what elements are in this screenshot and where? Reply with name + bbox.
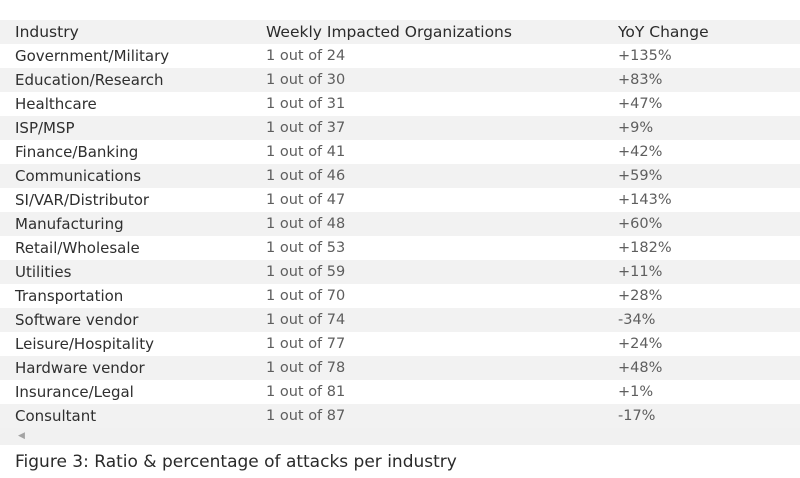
industry-cell: Government/Military <box>0 44 266 68</box>
header-row: Industry Weekly Impacted Organizations Y… <box>0 20 800 44</box>
industry-cell: Communications <box>0 164 266 188</box>
table-row: Utilities 1 out of 59 +11% <box>0 260 800 284</box>
industry-cell: Manufacturing <box>0 212 266 236</box>
yoy-change-cell: +83% <box>618 68 800 92</box>
weekly-impacted-cell: 1 out of 77 <box>266 332 618 356</box>
scroll-left-arrow-icon[interactable]: ◀ <box>18 431 25 441</box>
weekly-impacted-cell: 1 out of 81 <box>266 380 618 404</box>
table-row: Leisure/Hospitality 1 out of 77 +24% <box>0 332 800 356</box>
industry-cell: Insurance/Legal <box>0 380 266 404</box>
yoy-change-cell: +48% <box>618 356 800 380</box>
yoy-change-cell: +1% <box>618 380 800 404</box>
table-row: Communications 1 out of 46 +59% <box>0 164 800 188</box>
yoy-change-cell: +143% <box>618 188 800 212</box>
yoy-change-cell: -17% <box>618 404 800 428</box>
weekly-impacted-cell: 1 out of 70 <box>266 284 618 308</box>
industry-cell: Utilities <box>0 260 266 284</box>
industry-cell: Consultant <box>0 404 266 428</box>
yoy-change-cell: +24% <box>618 332 800 356</box>
table-row: Hardware vendor 1 out of 78 +48% <box>0 356 800 380</box>
yoy-change-cell: +42% <box>618 140 800 164</box>
industry-attack-table-container: Industry Weekly Impacted Organizations Y… <box>0 20 800 428</box>
header-yoy-change: YoY Change <box>618 20 800 44</box>
yoy-change-cell: +11% <box>618 260 800 284</box>
weekly-impacted-cell: 1 out of 30 <box>266 68 618 92</box>
table-row: Manufacturing 1 out of 48 +60% <box>0 212 800 236</box>
weekly-impacted-cell: 1 out of 37 <box>266 116 618 140</box>
table-row: Software vendor 1 out of 74 -34% <box>0 308 800 332</box>
table-row: Government/Military 1 out of 24 +135% <box>0 44 800 68</box>
yoy-change-cell: +182% <box>618 236 800 260</box>
industry-cell: Education/Research <box>0 68 266 92</box>
industry-cell: Retail/Wholesale <box>0 236 266 260</box>
table-row: Healthcare 1 out of 31 +47% <box>0 92 800 116</box>
horizontal-scrollbar[interactable]: ◀ <box>0 428 800 445</box>
table-row: Finance/Banking 1 out of 41 +42% <box>0 140 800 164</box>
yoy-change-cell: +28% <box>618 284 800 308</box>
industry-cell: Transportation <box>0 284 266 308</box>
industry-attack-table: Industry Weekly Impacted Organizations Y… <box>0 20 800 428</box>
weekly-impacted-cell: 1 out of 31 <box>266 92 618 116</box>
industry-cell: Leisure/Hospitality <box>0 332 266 356</box>
industry-cell: Finance/Banking <box>0 140 266 164</box>
weekly-impacted-cell: 1 out of 87 <box>266 404 618 428</box>
weekly-impacted-cell: 1 out of 24 <box>266 44 618 68</box>
table-body: Government/Military 1 out of 24 +135% Educa… <box>0 44 800 428</box>
industry-cell: Hardware vendor <box>0 356 266 380</box>
industry-cell: Software vendor <box>0 308 266 332</box>
industry-cell: SI/VAR/Distributor <box>0 188 266 212</box>
weekly-impacted-cell: 1 out of 47 <box>266 188 618 212</box>
table-row: Insurance/Legal 1 out of 81 +1% <box>0 380 800 404</box>
table-row: Transportation 1 out of 70 +28% <box>0 284 800 308</box>
weekly-impacted-cell: 1 out of 78 <box>266 356 618 380</box>
table-row: Retail/Wholesale 1 out of 53 +182% <box>0 236 800 260</box>
weekly-impacted-cell: 1 out of 59 <box>266 260 618 284</box>
header-industry: Industry <box>0 20 266 44</box>
yoy-change-cell: +60% <box>618 212 800 236</box>
figure-caption: Figure 3: Ratio & percentage of attacks … <box>15 452 457 472</box>
yoy-change-cell: +9% <box>618 116 800 140</box>
table-row: Consultant 1 out of 87 -17% <box>0 404 800 428</box>
weekly-impacted-cell: 1 out of 48 <box>266 212 618 236</box>
yoy-change-cell: +47% <box>618 92 800 116</box>
weekly-impacted-cell: 1 out of 41 <box>266 140 618 164</box>
industry-cell: ISP/MSP <box>0 116 266 140</box>
table-row: SI/VAR/Distributor 1 out of 47 +143% <box>0 188 800 212</box>
weekly-impacted-cell: 1 out of 46 <box>266 164 618 188</box>
table-row: Education/Research 1 out of 30 +83% <box>0 68 800 92</box>
table-header: Industry Weekly Impacted Organizations Y… <box>0 20 800 44</box>
industry-cell: Healthcare <box>0 92 266 116</box>
yoy-change-cell: +135% <box>618 44 800 68</box>
table-row: ISP/MSP 1 out of 37 +9% <box>0 116 800 140</box>
weekly-impacted-cell: 1 out of 53 <box>266 236 618 260</box>
header-weekly-impacted: Weekly Impacted Organizations <box>266 20 618 44</box>
weekly-impacted-cell: 1 out of 74 <box>266 308 618 332</box>
yoy-change-cell: +59% <box>618 164 800 188</box>
yoy-change-cell: -34% <box>618 308 800 332</box>
